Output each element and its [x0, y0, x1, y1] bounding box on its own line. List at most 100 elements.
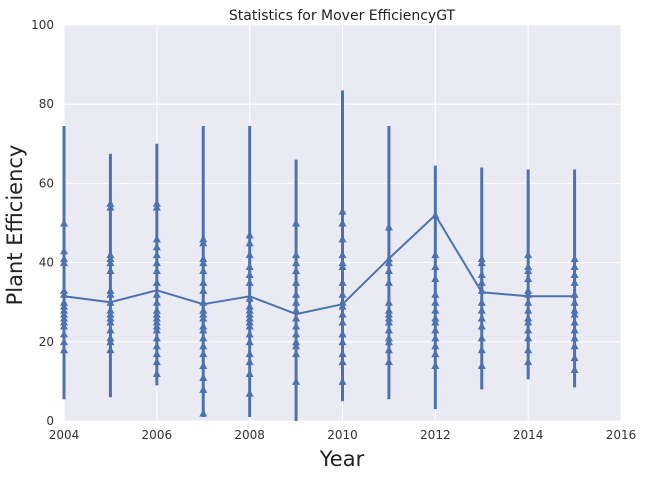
data-point-marker: [477, 254, 486, 263]
data-point-marker: [152, 333, 161, 342]
data-point-marker: [292, 290, 301, 298]
data-point-marker: [245, 306, 254, 314]
data-point-marker: [60, 337, 68, 346]
data-point-marker: [106, 306, 115, 314]
data-point-marker: [199, 286, 208, 294]
data-point-marker: [524, 262, 533, 271]
data-point-marker: [106, 298, 115, 306]
data-point-marker: [384, 258, 393, 267]
data-point-marker: [106, 258, 115, 267]
data-point-marker: [245, 349, 254, 358]
x-tick-labels: 2004 2006 2008 2010 2012 2014 2016: [49, 428, 637, 442]
data-point-marker: [431, 349, 440, 358]
data-point-marker: [477, 298, 486, 306]
data-point-marker: [338, 310, 347, 318]
data-point-marker: [245, 294, 254, 302]
data-point-marker: [199, 254, 208, 263]
data-point-marker: [152, 290, 161, 298]
data-point-marker: [384, 318, 393, 326]
data-point-marker: [245, 262, 254, 271]
data-point-marker: [152, 341, 161, 350]
data-point-marker: [106, 310, 115, 318]
data-point-marker: [199, 234, 208, 243]
data-point-marker: [431, 290, 440, 298]
data-point-marker: [570, 306, 579, 314]
data-point-marker: [106, 325, 115, 334]
data-point-marker: [106, 314, 115, 322]
data-point-marker: [570, 290, 579, 298]
data-point-marker: [106, 250, 115, 259]
data-point-marker: [106, 337, 115, 346]
data-point-marker: [384, 278, 393, 286]
markers-group: [60, 199, 579, 417]
data-point-marker: [570, 298, 579, 306]
data-point-marker: [570, 270, 579, 278]
data-point-marker: [477, 314, 486, 322]
data-point-marker: [60, 290, 68, 298]
data-point-marker: [60, 219, 68, 227]
data-point-marker: [338, 207, 347, 215]
x-tick-label: 2016: [606, 428, 637, 442]
data-point-marker: [106, 333, 115, 342]
data-point-marker: [60, 306, 68, 314]
data-point-marker: [199, 266, 208, 275]
data-point-marker: [384, 306, 393, 314]
data-point-marker: [570, 310, 579, 318]
data-point-marker: [338, 337, 347, 346]
data-point-marker: [152, 369, 161, 377]
data-point-marker: [524, 250, 533, 259]
data-point-marker: [60, 329, 68, 338]
data-point-marker: [199, 325, 208, 334]
data-point-marker: [152, 242, 161, 251]
data-point-marker: [152, 314, 161, 322]
data-point-marker: [338, 302, 347, 310]
series-line: [63, 214, 575, 316]
y-tick-label: 80: [39, 97, 54, 111]
x-tick-label: 2008: [234, 428, 265, 442]
data-point-marker: [245, 310, 254, 318]
data-point-marker: [477, 333, 486, 342]
data-point-marker: [431, 262, 440, 271]
data-point-marker: [152, 306, 161, 314]
x-tick-label: 2004: [49, 428, 80, 442]
data-point-marker: [245, 230, 254, 239]
data-point-marker: [570, 262, 579, 271]
data-point-marker: [570, 278, 579, 286]
data-point-marker: [245, 369, 254, 377]
data-point-marker: [245, 270, 254, 278]
y-tick-label: 60: [39, 176, 54, 190]
data-point-marker: [524, 314, 533, 322]
data-point-marker: [431, 274, 440, 282]
data-point-marker: [477, 270, 486, 278]
data-point-marker: [245, 321, 254, 330]
data-point-marker: [199, 278, 208, 286]
data-point-marker: [524, 333, 533, 342]
data-point-marker: [384, 345, 393, 354]
data-point-marker: [199, 321, 208, 330]
data-point-marker: [245, 318, 254, 326]
data-point-marker: [338, 250, 347, 259]
data-point-marker: [431, 325, 440, 334]
data-point-marker: [292, 266, 301, 275]
y-tick-label: 40: [39, 256, 54, 270]
data-point-marker: [60, 345, 68, 354]
data-point-marker: [570, 325, 579, 334]
data-point-marker: [524, 306, 533, 314]
data-point-marker: [292, 337, 301, 346]
data-point-marker: [338, 219, 347, 227]
data-point-marker: [570, 254, 579, 263]
data-point-marker: [338, 278, 347, 286]
data-point-marker: [152, 250, 161, 259]
data-point-marker: [245, 250, 254, 259]
data-point-marker: [60, 318, 68, 326]
data-point-marker: [60, 314, 68, 322]
data-point-marker: [384, 325, 393, 334]
data-point-marker: [384, 357, 393, 366]
data-point-marker: [199, 349, 208, 358]
data-point-marker: [60, 286, 68, 294]
data-point-marker: [524, 274, 533, 282]
data-point-marker: [384, 337, 393, 346]
data-point-marker: [152, 357, 161, 366]
data-point-marker: [570, 365, 579, 374]
data-point-marker: [384, 266, 393, 275]
